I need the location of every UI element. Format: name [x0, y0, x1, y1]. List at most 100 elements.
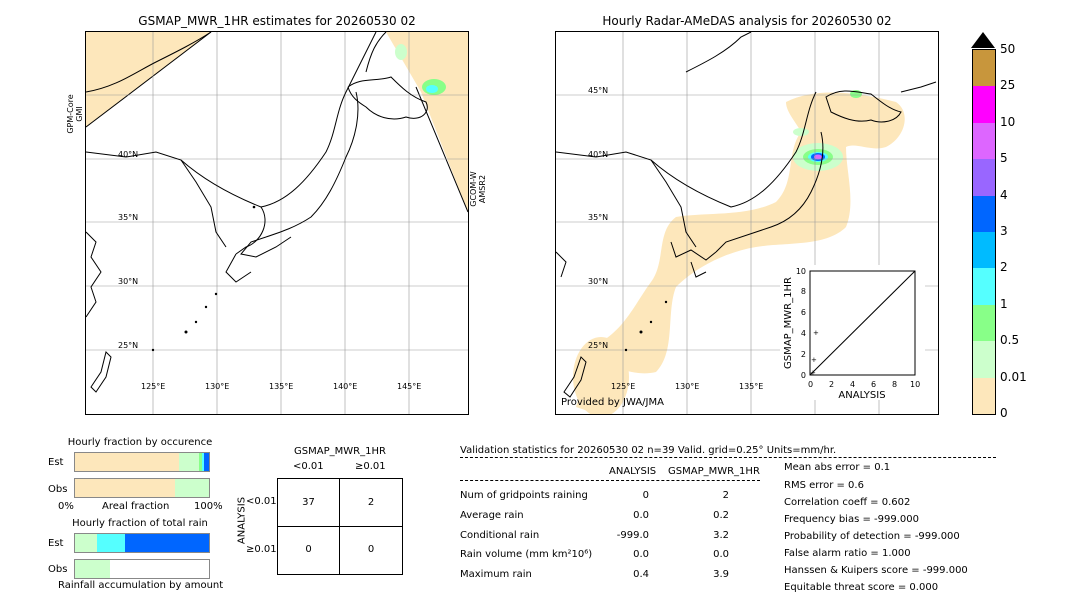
- frac-occurrence-title: Hourly fraction by occurence: [67, 437, 213, 448]
- score-line: False alarm ratio = 1.000: [784, 548, 911, 559]
- validation-divider: [460, 457, 996, 458]
- colorbar-labels: 50 25 10 5 4 3 2 1 0.5 0.01 0: [1000, 42, 1050, 422]
- scatter-frame: [809, 270, 916, 376]
- scatter-ytick: 8: [801, 287, 806, 296]
- left-grid: [86, 32, 468, 414]
- scatter-ytick: 4: [801, 329, 806, 338]
- frac-occ-label-est: Est: [48, 457, 64, 468]
- validation-col-divider: [460, 480, 760, 481]
- right-radar-coverage: [576, 92, 905, 412]
- colorbar-segment: [973, 377, 995, 414]
- left-map-panel: [85, 31, 469, 415]
- scatter-diagonal: [809, 270, 916, 376]
- colorbar-label: 0.01: [1000, 369, 1027, 384]
- score-line: RMS error = 0.6: [784, 480, 864, 491]
- right-lon-125: 125°E: [611, 382, 636, 391]
- score-line: Mean abs error = 0.1: [784, 462, 891, 473]
- frac-occ-seg: [202, 453, 204, 471]
- contingency-cell: 37: [302, 497, 315, 508]
- scatter-point: +: [811, 356, 817, 364]
- scatter-xtick: 2: [829, 380, 834, 389]
- left-lat-25: 25°N: [118, 341, 139, 350]
- validation-label: Rain volume (mm km²10⁶): [460, 549, 593, 560]
- frac-total-label-obs: Obs: [48, 564, 68, 575]
- scatter-ylabel: GSMAP_MWR_1HR: [783, 277, 794, 369]
- validation-col-gsmap: GSMAP_MWR_1HR: [668, 466, 760, 477]
- frac-total-seg: [75, 534, 97, 552]
- colorbar-label: 50: [1000, 42, 1016, 56]
- colorbar-segment: [973, 122, 995, 160]
- frac-total-seg: [125, 534, 209, 552]
- left-rain-blob-small: [395, 44, 407, 60]
- colorbar-segment: [973, 50, 995, 87]
- colorbar: [971, 32, 996, 415]
- left-swath-edge-right: [415, 86, 468, 213]
- frac-total-bar-est: [74, 533, 210, 553]
- frac-occ-label-obs: Obs: [48, 484, 68, 495]
- frac-occ-axis-right: 100%: [194, 501, 223, 512]
- right-lat-25: 25°N: [588, 341, 609, 350]
- left-lon-145: 145°E: [397, 382, 422, 391]
- colorbar-segment: [973, 268, 995, 305]
- score-line: Frequency bias = -999.000: [784, 514, 919, 525]
- contingency-hline: [278, 526, 402, 527]
- frac-occ-axis-left: 0%: [58, 501, 74, 512]
- right-map-credit: Provided by JWA/JMA: [561, 397, 664, 408]
- validation-label: Average rain: [460, 510, 524, 521]
- validation-gsmap: 3.9: [713, 569, 729, 580]
- right-map-title: Hourly Radar-AMeDAS analysis for 2026053…: [602, 14, 892, 28]
- frac-total-title: Hourly fraction of total rain: [72, 518, 208, 529]
- colorbar-segment: [973, 86, 995, 123]
- scatter-xtick: 4: [850, 380, 855, 389]
- frac-occ-seg: [204, 453, 209, 471]
- colorbar-label: 0.5: [1000, 333, 1020, 348]
- right-map-panel: [555, 31, 939, 415]
- frac-occ-bar-est: [74, 452, 210, 472]
- scatter-xtick: 6: [871, 380, 876, 389]
- validation-analysis: 0.0: [633, 510, 649, 521]
- right-lat-40: 40°N: [588, 150, 609, 159]
- validation-analysis: -999.0: [616, 530, 649, 541]
- validation-header: Validation statistics for 20260530 02 n=…: [460, 445, 837, 456]
- left-lon-130: 130°E: [205, 382, 230, 391]
- scatter-x-ticks: 0 2 4 6 8 10: [808, 380, 920, 389]
- colorbar-label: 1: [1000, 296, 1008, 311]
- contingency-col-ge: ≥0.01: [355, 461, 386, 472]
- right-lat-30: 30°N: [588, 277, 609, 286]
- scatter-xtick: 8: [892, 380, 897, 389]
- left-lon-140: 140°E: [333, 382, 358, 391]
- left-rain-core: [426, 85, 438, 93]
- right-rain-10: [814, 154, 822, 160]
- colorbar-label: 2: [1000, 260, 1008, 275]
- left-map-canvas: [86, 32, 468, 414]
- validation-gsmap: 3.2: [713, 530, 729, 541]
- contingency-cell: 0: [305, 544, 312, 555]
- validation-label: Num of gridpoints raining: [460, 490, 588, 501]
- scatter-ytick: 10: [796, 267, 806, 276]
- scatter-point: +: [813, 329, 819, 337]
- score-line: Correlation coeff = 0.602: [784, 497, 911, 508]
- left-coastline: [86, 32, 428, 393]
- contingency-row-lt: <0.01: [246, 496, 277, 507]
- validation-label: Conditional rain: [460, 530, 540, 541]
- colorbar-segment: [973, 341, 995, 378]
- left-islands: [151, 205, 256, 352]
- scatter-inset: + + + 0 2 4 6 8 10 0 2 4 6 8 10 ANALYSIS…: [783, 267, 920, 400]
- left-lat-35: 35°N: [118, 213, 139, 222]
- scatter-xtick: 0: [808, 380, 813, 389]
- colorbar-segment: [973, 195, 995, 232]
- colorbar-label: 0: [1000, 406, 1008, 420]
- frac-total-label-est: Est: [48, 538, 64, 549]
- right-lon-135: 135°E: [739, 382, 764, 391]
- left-sat-label-gcom: GCOM-W AMSR2: [469, 171, 487, 207]
- left-map-title: GSMAP_MWR_1HR estimates for 20260530 02: [138, 14, 416, 28]
- scatter-point: +: [810, 369, 816, 377]
- scatter-ytick: 0: [801, 371, 806, 380]
- frac-occ-bar-obs: [74, 478, 210, 498]
- right-lat-35: 35°N: [588, 213, 609, 222]
- colorbar-label: 10: [1000, 114, 1016, 129]
- right-coastline: [556, 32, 937, 398]
- left-lat-30: 30°N: [118, 277, 139, 286]
- validation-label: Maximum rain: [460, 569, 532, 580]
- validation-col-analysis: ANALYSIS: [609, 466, 657, 477]
